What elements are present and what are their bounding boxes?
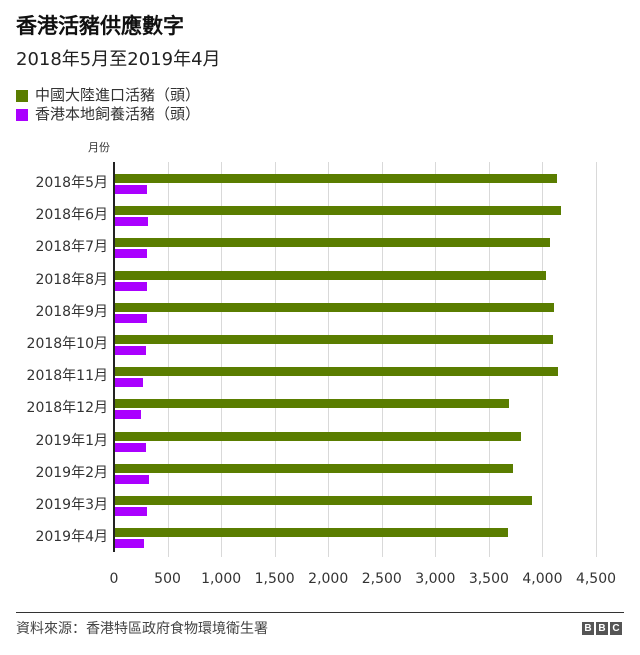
bar-mainland [115,302,554,312]
x-tick-label: 3,000 [415,571,456,587]
bar-mainland [115,270,547,280]
bar-local [115,539,145,549]
category-label: 2019年2月 [35,464,108,481]
bar-row: 2018年9月 [0,302,640,335]
bar-mainland [115,463,513,473]
bar-local [115,313,147,323]
x-tick-label: 0 [109,571,119,587]
bar-local [115,507,147,516]
gridline [435,162,437,557]
category-label: 2018年10月 [26,336,108,352]
category-label: 2018年7月 [35,239,108,256]
x-tick-label: 1,000 [201,571,242,587]
gridline [274,162,276,557]
bar-mainland [115,335,554,344]
bbc-logo: B B C [582,622,622,635]
bar-local [115,378,144,388]
bar-row: 2018年12月 [0,399,640,431]
bar-local [115,217,149,227]
bar-local [115,442,146,452]
category-label: 2018年11月 [26,368,108,385]
gridline [221,162,223,557]
bar-mainland [115,238,550,248]
x-tick-label: 1,500 [254,571,295,587]
legend-item-local: 香港本地飼養活豬（頭） [16,105,200,124]
category-label: 2018年12月 [26,400,108,417]
source-text: 資料來源：香港特區政府食物環境衛生署 [16,621,268,637]
bar-mainland [115,174,558,183]
gridline [596,162,597,557]
bar-mainland [115,367,558,377]
category-label: 2018年9月 [35,303,108,320]
bar-mainland [115,528,509,538]
category-label: 2019年4月 [35,529,108,546]
bar-mainland [115,496,533,505]
category-label: 2018年6月 [35,207,108,224]
category-label: 2018年5月 [35,175,108,191]
bar-mainland [115,206,562,216]
y-axis-label: 月份 [88,141,110,154]
bar-row: 2018年11月 [0,367,640,399]
legend-swatch-purple [16,108,28,121]
bar-mainland [115,431,521,441]
legend-label: 中國大陸進口活豬（頭） [35,86,201,104]
chart-title: 香港活豬供應數字 [16,14,184,38]
bar-local [115,249,148,259]
gridline [328,162,330,557]
bar-local [115,410,142,420]
x-tick-label: 2,500 [361,571,402,587]
gridline [488,162,490,557]
category-label: 2019年1月 [35,432,108,449]
x-tick-label: 4,500 [575,571,617,587]
bar-local [115,185,147,194]
bar-row: 2019年1月 [0,431,640,464]
gridline [542,162,544,557]
x-tick-label: 4,000 [522,571,563,587]
x-tick-label: 3,500 [468,571,509,587]
chart-subtitle: 2018年5月至2019年4月 [16,49,221,70]
gridline [167,162,169,557]
bar-mainland [115,399,509,409]
legend-label: 香港本地飼養活豬（頭） [35,105,201,123]
footer-divider [16,612,624,613]
legend-swatch-green [16,89,28,102]
legend: 中國大陸進口活豬（頭） 香港本地飼養活豬（頭） [16,86,200,124]
bar-row: 2018年6月 [0,206,640,238]
bar-row: 2018年5月 [0,174,640,206]
bar-row: 2018年8月 [0,270,640,303]
bar-row: 2018年7月 [0,238,640,270]
category-label: 2019年3月 [35,497,108,513]
gridline [381,162,383,557]
y-axis-line [113,162,115,552]
bar-row: 2019年3月 [0,496,640,528]
legend-item-mainland: 中國大陸進口活豬（頭） [16,86,200,105]
bar-row: 2019年2月 [0,463,640,496]
category-label: 2018年8月 [35,271,108,288]
bar-local [115,346,146,355]
bar-local [115,474,150,484]
bar-row: 2019年4月 [0,528,640,560]
x-tick-label: 500 [154,571,181,587]
bar-local [115,281,147,291]
x-tick-label: 2,000 [308,571,349,587]
bar-row: 2018年10月 [0,335,640,367]
